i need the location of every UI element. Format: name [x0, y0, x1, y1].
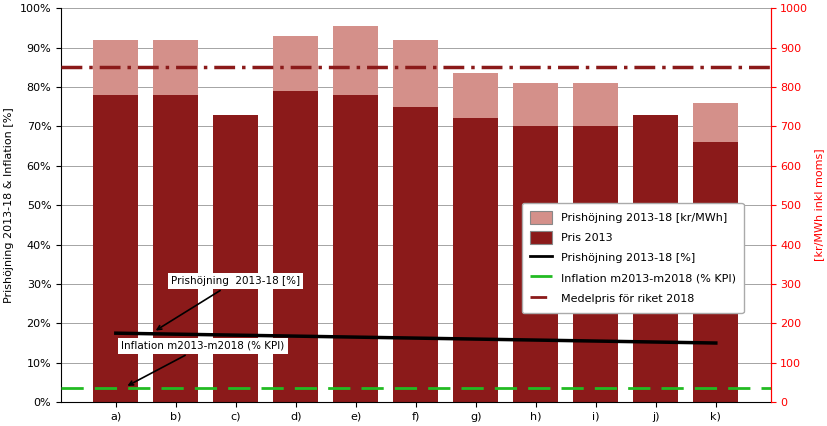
- Bar: [393, 106, 437, 402]
- Bar: [273, 36, 318, 91]
- Bar: [452, 118, 498, 402]
- Bar: [333, 95, 378, 402]
- Bar: [393, 40, 437, 106]
- Bar: [153, 95, 198, 402]
- Bar: [572, 83, 618, 127]
- Bar: [273, 91, 318, 402]
- Bar: [153, 40, 198, 95]
- Legend: Prishöjning 2013-18 [kr/MWh], Pris 2013, Prishöjning 2013-18 [%], Inflation m201: Prishöjning 2013-18 [kr/MWh], Pris 2013,…: [521, 203, 743, 313]
- Bar: [633, 115, 677, 402]
- Bar: [572, 127, 618, 402]
- Bar: [513, 83, 557, 127]
- Bar: [692, 142, 738, 402]
- Bar: [452, 73, 498, 118]
- Y-axis label: Prishöjning 2013-18 & Inflation [%]: Prishöjning 2013-18 & Inflation [%]: [4, 107, 14, 303]
- Bar: [93, 95, 138, 402]
- Bar: [692, 103, 738, 142]
- Text: Prishöjning  2013-18 [%]: Prishöjning 2013-18 [%]: [157, 276, 300, 330]
- Bar: [213, 115, 258, 402]
- Y-axis label: [kr/MWh inkl moms]: [kr/MWh inkl moms]: [813, 149, 823, 262]
- Bar: [333, 26, 378, 95]
- Bar: [513, 127, 557, 402]
- Bar: [93, 40, 138, 95]
- Text: Inflation m2013-m2018 (% KPI): Inflation m2013-m2018 (% KPI): [122, 341, 284, 385]
